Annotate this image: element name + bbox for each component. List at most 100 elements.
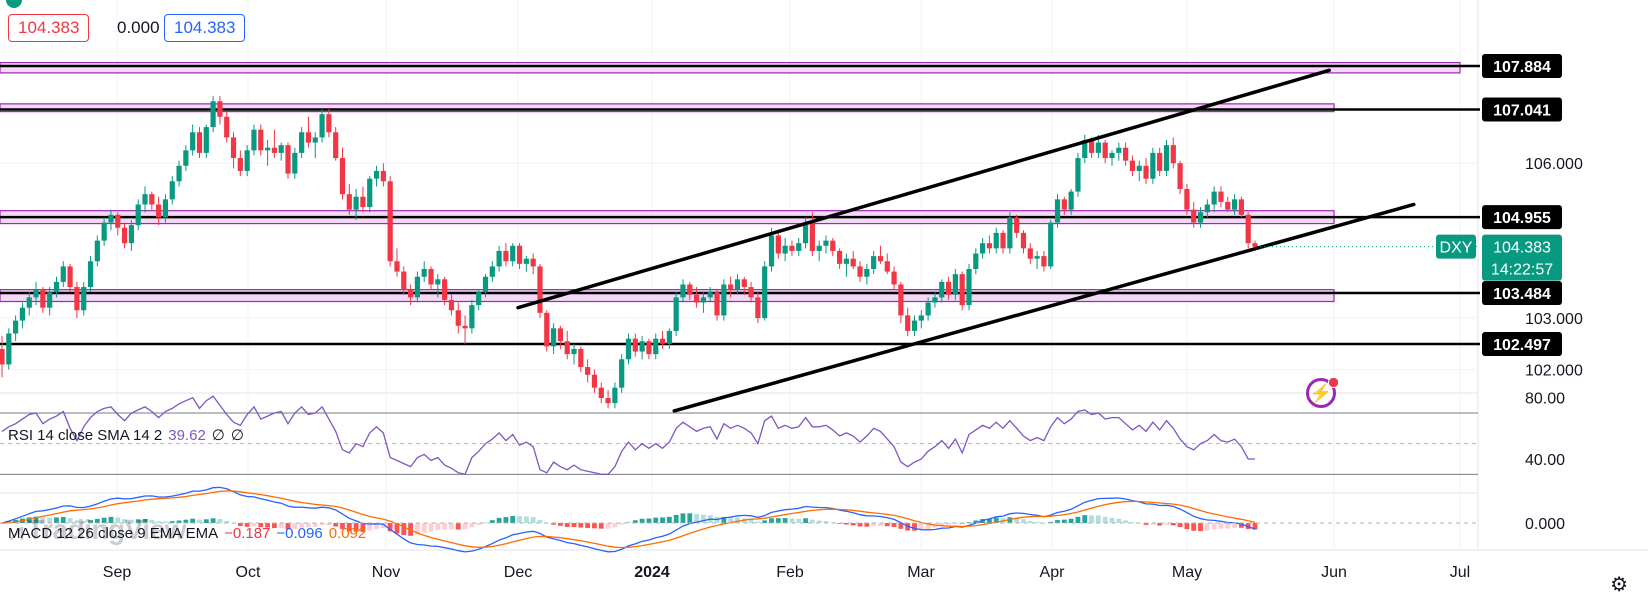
macd-histogram-bar	[483, 522, 488, 524]
candle-body	[1170, 145, 1176, 164]
macd-histogram-bar	[251, 523, 257, 527]
macd-histogram-bar	[1021, 519, 1026, 523]
candle-body	[1054, 199, 1061, 223]
candle-body	[952, 274, 958, 295]
sell-price-box[interactable]: 104.383	[8, 14, 90, 42]
macd-histogram-bar	[1082, 515, 1088, 523]
buy-price-box[interactable]: 104.383	[164, 14, 246, 42]
candle-body	[339, 158, 346, 195]
macd-signal-value: 0.092	[328, 525, 367, 542]
candle-body	[973, 253, 979, 269]
candle-body	[162, 199, 169, 218]
macd-histogram-bar	[598, 523, 604, 529]
time-axis-label: Sep	[103, 564, 132, 581]
level-price-label: 107.884	[1493, 59, 1551, 76]
macd-histogram-bar	[462, 523, 468, 530]
candle-body	[74, 287, 80, 311]
price-axis-label: 103.000	[1525, 311, 1583, 328]
macd-histogram-bar	[394, 523, 400, 534]
candle-body	[1014, 217, 1020, 233]
candle-body	[1123, 147, 1129, 161]
notification-dot	[1328, 377, 1339, 388]
rsi-extra-1: ∅	[211, 427, 225, 444]
macd-histogram-bar	[1130, 522, 1135, 524]
candle-body	[476, 292, 482, 306]
macd-histogram-bar	[1245, 523, 1251, 529]
macd-histogram-bar	[748, 519, 754, 523]
candle-body	[619, 359, 625, 388]
rsi-axis-label: 80.00	[1525, 391, 1565, 408]
candle-body	[13, 320, 19, 334]
macd-histogram-bar	[414, 523, 420, 535]
candle-body	[1157, 152, 1163, 171]
macd-histogram-bar	[1204, 523, 1210, 531]
candle-body	[442, 279, 448, 300]
settings-icon[interactable]: ⚙	[1610, 574, 1628, 596]
candle-body	[278, 145, 284, 153]
candle-body	[1088, 139, 1095, 153]
macd-histogram-bar	[850, 523, 856, 526]
candle-body	[217, 101, 223, 117]
candle-body	[496, 250, 502, 267]
macd-histogram-bar	[1225, 523, 1231, 529]
macd-histogram-bar	[1075, 516, 1081, 523]
macd-histogram-bar	[680, 513, 686, 523]
macd-histogram-bar	[551, 523, 556, 525]
macd-histogram-bar	[33, 516, 39, 523]
macd-histogram-bar	[435, 523, 441, 531]
time-axis-label: Apr	[1040, 564, 1066, 581]
candle-body	[918, 315, 924, 321]
candle-body	[142, 194, 148, 205]
macd-histogram-bar	[728, 517, 734, 523]
macd-histogram-bar	[149, 519, 155, 523]
candle-body	[1102, 142, 1108, 159]
candle-body	[864, 268, 870, 277]
candle-body	[659, 338, 666, 344]
macd-histogram-bar	[353, 523, 359, 532]
candle-body	[414, 276, 420, 298]
candle-body	[721, 284, 727, 316]
lightning-icon[interactable]: ⚡	[1306, 378, 1336, 408]
macd-histogram-bar	[115, 517, 121, 523]
level-zone	[0, 61, 1461, 74]
macd-histogram-bar	[762, 520, 768, 523]
candle-body	[687, 284, 693, 295]
candle-body	[612, 387, 618, 404]
macd-histogram-bar	[571, 523, 577, 527]
candle-body	[305, 132, 312, 143]
macd-histogram-bar	[1177, 523, 1183, 528]
candle-body	[224, 116, 230, 138]
candle-body	[666, 330, 672, 344]
macd-histogram-bar	[428, 523, 434, 532]
rsi-legend[interactable]: RSI 14 close SMA 14 2 39.62 ∅ ∅	[8, 426, 250, 444]
candle-body	[939, 281, 945, 298]
candle-body	[796, 243, 802, 251]
time-axis-label: Feb	[776, 564, 804, 581]
macd-histogram-bar	[796, 518, 802, 523]
candle-body	[680, 284, 686, 298]
candle-body	[312, 137, 318, 143]
candle-body	[1095, 142, 1101, 153]
candle-body	[1129, 160, 1136, 171]
macd-histogram-bar	[278, 523, 284, 528]
candle-body	[1109, 152, 1115, 159]
macd-histogram-bar	[537, 520, 543, 523]
macd-histogram	[0, 513, 1258, 536]
candle-body	[292, 152, 298, 174]
candle-body	[1082, 139, 1088, 159]
candle-body	[728, 284, 734, 290]
macd-histogram-bar	[918, 523, 924, 531]
macd-legend[interactable]: MACD 12 26 close 9 EMA EMA −0.187 −0.096 0.…	[8, 525, 372, 542]
candle-body	[19, 307, 26, 321]
macd-histogram-bar	[265, 523, 270, 528]
candle-body	[932, 297, 938, 303]
candle-body	[101, 222, 107, 241]
candle-body	[884, 261, 890, 272]
candle-body	[605, 397, 611, 404]
tradingview-logo-icon: ⩘	[10, 518, 24, 545]
candle-body	[1245, 214, 1251, 244]
macd-histogram-bar	[1123, 520, 1129, 523]
candle-body	[428, 268, 434, 285]
candle-body	[489, 266, 495, 277]
